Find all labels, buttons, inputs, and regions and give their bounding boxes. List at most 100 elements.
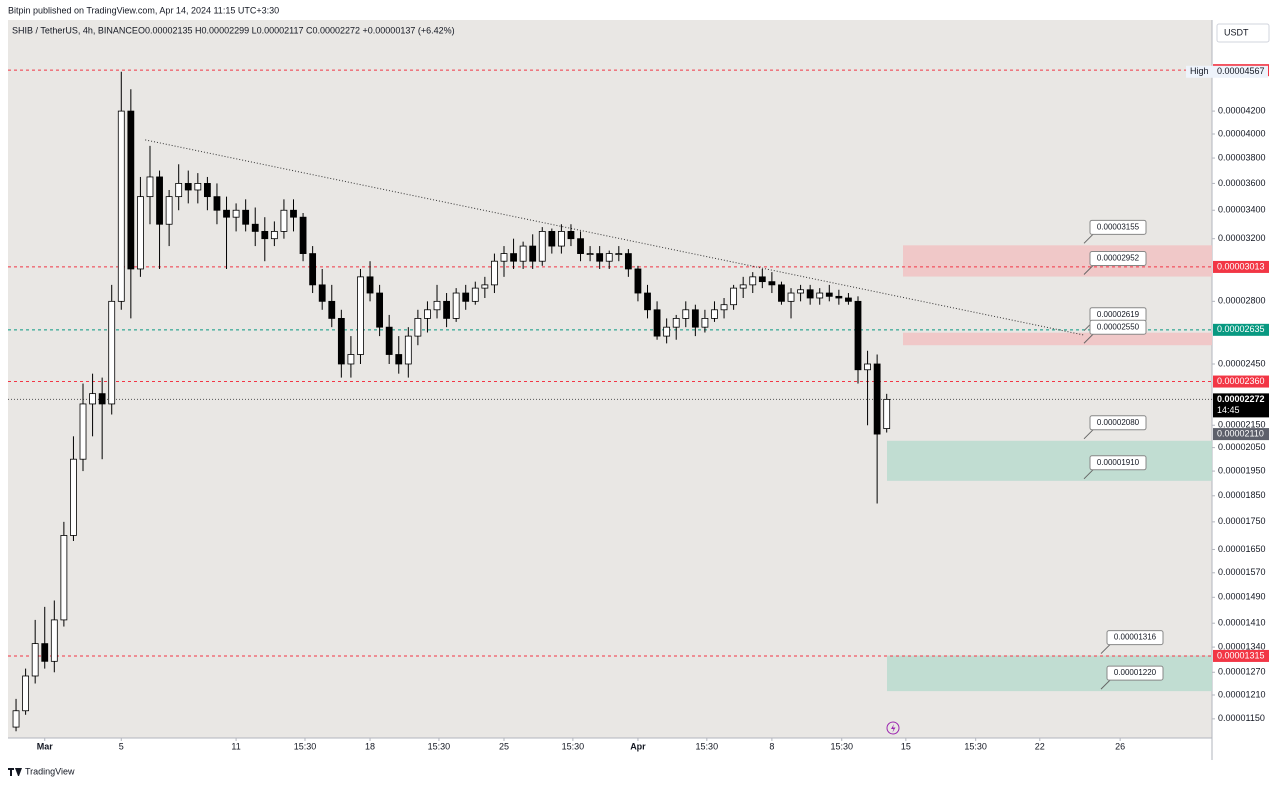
candle-body (60, 535, 68, 621)
candle-body (251, 223, 259, 232)
candle-body (156, 176, 163, 225)
candle-body (701, 317, 709, 328)
candle-body (203, 183, 211, 198)
candle-body (768, 281, 776, 286)
candle-body (357, 276, 364, 355)
candle-body (414, 317, 422, 337)
callout-pointer (1083, 232, 1095, 244)
level-tag (1213, 260, 1269, 273)
candle-body (825, 292, 833, 297)
y-tick-label: 0.00001410 (1218, 618, 1266, 628)
x-tick-label: 8 (769, 741, 774, 751)
candle-body (883, 398, 891, 429)
callout-box (1106, 630, 1164, 646)
x-tick-label: 15 (901, 741, 911, 751)
y-tick-label: 0.00004200 (1218, 105, 1266, 115)
price-tag (1213, 393, 1269, 418)
x-tick-label: 15:30 (428, 741, 451, 751)
candle-body (117, 110, 125, 302)
candle-body (758, 276, 766, 283)
callout-pointer (1083, 468, 1095, 480)
candle-body (309, 253, 317, 286)
candle-body (510, 253, 517, 262)
candle-body (213, 196, 221, 211)
candle-body (424, 309, 431, 319)
candle-body (223, 209, 230, 218)
candle-body (873, 363, 881, 435)
callout-box (1089, 455, 1147, 471)
candle-body (739, 284, 747, 289)
callout-label: 0.00003155 (1097, 222, 1140, 231)
x-tick-label: 15:30 (696, 741, 719, 751)
x-tick-label: 5 (119, 741, 124, 751)
candle-body (567, 231, 575, 240)
candle-body (127, 110, 135, 270)
candle-body (615, 253, 623, 255)
candle-body (70, 458, 77, 536)
y-tick-label: 0.00001570 (1218, 567, 1266, 577)
candle-body (299, 216, 307, 254)
event-icon[interactable] (886, 721, 900, 735)
level-tag (1213, 375, 1269, 388)
candle-body (146, 176, 154, 198)
candle-body (491, 260, 498, 286)
candle-body (691, 309, 699, 328)
candle-body (404, 335, 412, 365)
byline: Bitpin published on TradingView.com, Apr… (8, 5, 279, 15)
y-tick-label: 0.00001270 (1218, 667, 1266, 677)
callout-label: 0.00002952 (1097, 254, 1140, 263)
zone (903, 332, 1212, 346)
candle-body (376, 292, 384, 328)
candle-body (175, 183, 183, 198)
logo (8, 768, 22, 776)
candle-body (12, 710, 20, 728)
symbol: SHIB / TetherUS, 4h, BINANCE (12, 25, 138, 35)
y-tick-label: 0.00003400 (1218, 205, 1266, 215)
y-tick-label: 0.00002150 (1218, 420, 1266, 430)
candle-body (644, 292, 651, 311)
candle-body (318, 284, 326, 302)
candle-body (682, 309, 690, 319)
candle-body (261, 231, 269, 240)
candle-body (720, 304, 728, 311)
x-tick-label: 11 (231, 741, 240, 751)
candle-body (586, 253, 594, 255)
candle-body (108, 300, 116, 405)
candle-body (845, 297, 852, 302)
price-label: 0.00002272 (1217, 394, 1265, 404)
x-tick-label: 15:30 (294, 741, 317, 751)
trendline (145, 139, 1085, 336)
candle-body (89, 393, 96, 405)
candle-body (137, 196, 144, 270)
x-tick-label: Mar (37, 741, 54, 751)
candle-body (548, 231, 556, 247)
y-tick-label: 0.00001950 (1218, 465, 1266, 475)
x-tick-label: 22 (1035, 741, 1045, 751)
y-tick-label: 0.00003200 (1218, 233, 1266, 243)
candle-body (864, 363, 871, 371)
candle-body (529, 245, 537, 262)
candle-body (194, 183, 202, 191)
candle-body (50, 619, 58, 662)
y-tick-label: 0.00003800 (1218, 152, 1266, 162)
candle-body (596, 253, 604, 262)
y-tick-label: 0.00002050 (1218, 442, 1266, 452)
x-tick-label: 15:30 (830, 741, 853, 751)
currency-button[interactable] (1216, 23, 1270, 43)
y-tick-label: 0.00001490 (1218, 592, 1266, 602)
y-tick-label: 0.00001750 (1218, 516, 1266, 526)
candle-body (395, 354, 403, 365)
candle-body (232, 209, 240, 218)
brand: TradingView (25, 766, 75, 776)
candle-body (22, 675, 30, 712)
candle-body (79, 403, 87, 460)
y-tick-label: 0.00002800 (1218, 296, 1266, 306)
y-tick-label: 0.00002450 (1218, 358, 1266, 368)
high-name: High (1190, 66, 1209, 76)
candle-body (730, 287, 738, 306)
candle-body (557, 231, 565, 247)
event-bolt (891, 724, 896, 733)
callout-pointer (1100, 678, 1112, 690)
y-tick-label: 0.00003600 (1218, 178, 1266, 188)
